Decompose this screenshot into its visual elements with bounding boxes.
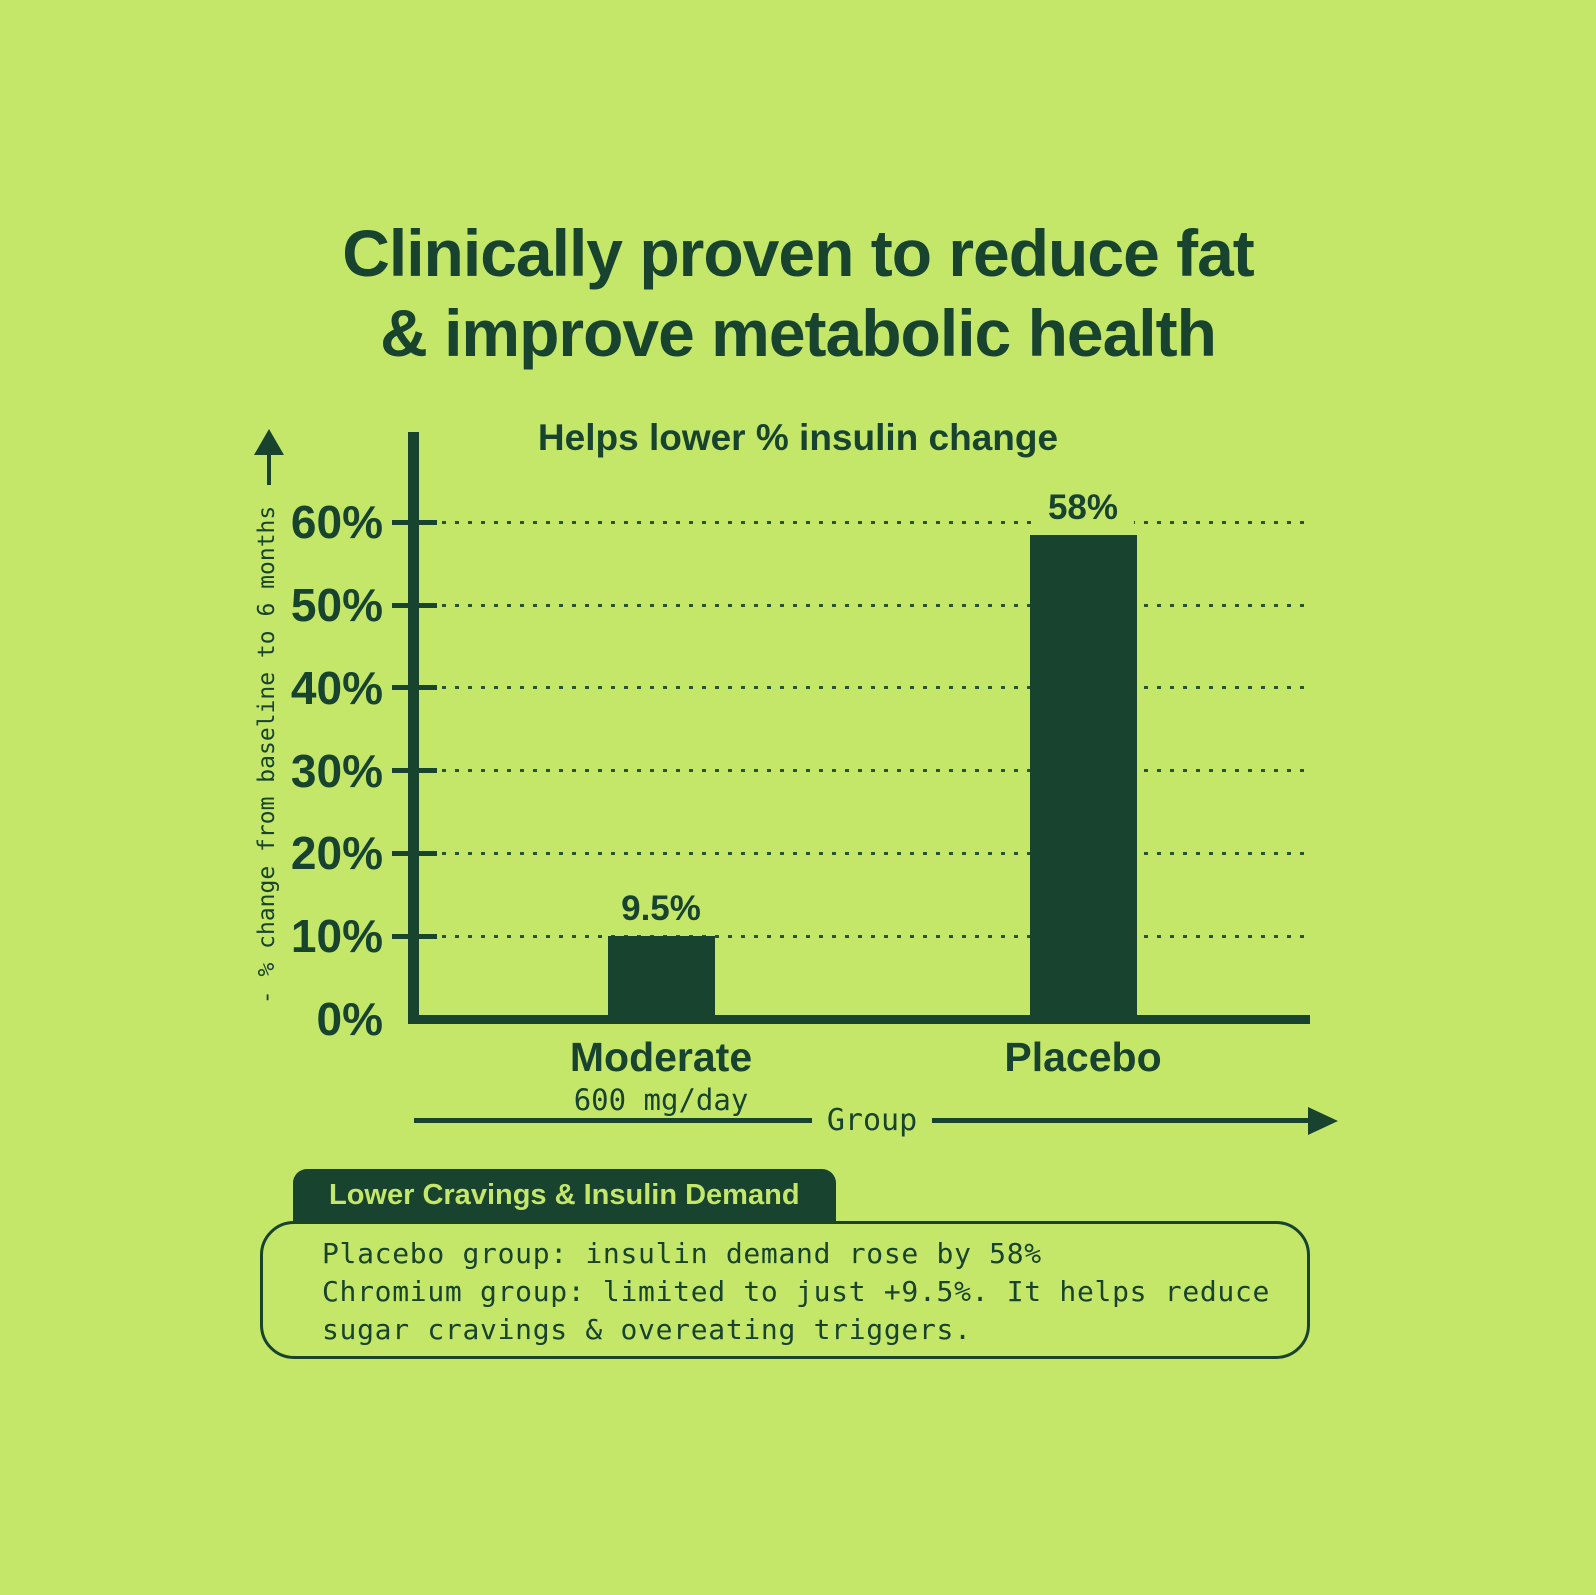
callout-badge: Lower Cravings & Insulin Demand	[293, 1169, 836, 1222]
x-tick-label: Placebo	[1004, 1034, 1162, 1080]
y-tick-label: 0%	[316, 993, 383, 1045]
bar-value-label: 9.5%	[605, 888, 717, 931]
y-tick-mark	[392, 850, 437, 856]
page-title-line-1: Clinically proven to reduce fat	[342, 216, 1255, 290]
y-tick-label: 20%	[290, 827, 383, 880]
callout-line-3: sugar cravings & overeating triggers.	[322, 1313, 972, 1346]
group-axis-line-right	[932, 1118, 1310, 1123]
bar-placebo	[1029, 534, 1137, 1015]
x-axis-right-arrow-icon	[1308, 1107, 1338, 1135]
y-axis-line	[408, 432, 419, 1024]
y-gridline	[442, 851, 1307, 855]
page-title-line-2: & improve metabolic health	[380, 296, 1217, 370]
page-title: Clinically proven to reduce fat & improv…	[0, 213, 1596, 373]
x-axis-baseline	[408, 1015, 1310, 1024]
y-tick-mark	[392, 602, 437, 608]
callout-box: Placebo group: insulin demand rose by 58…	[260, 1221, 1310, 1359]
y-tick-mark	[392, 768, 437, 774]
y-tick-label: 50%	[290, 579, 383, 631]
chart-title: Helps lower % insulin change	[537, 417, 1059, 458]
y-gridline	[442, 603, 1307, 607]
y-tick-mark	[392, 685, 437, 691]
y-tick-label: 40%	[290, 661, 383, 714]
y-gridline	[442, 686, 1307, 690]
y-gridline	[442, 769, 1307, 773]
y-tick-mark	[392, 933, 437, 939]
callout-line-1: Placebo group: insulin demand rose by 58…	[322, 1237, 1042, 1270]
bar-moderate	[607, 936, 715, 1015]
y-gridline	[442, 520, 1307, 524]
y-tick-label: 30%	[290, 744, 383, 797]
x-tick-sublabel: 600 mg/day	[573, 1083, 749, 1117]
bar-value-label: 58%	[1031, 486, 1135, 529]
group-axis-line-left	[414, 1118, 812, 1123]
x-tick-label: Moderate	[569, 1034, 753, 1080]
callout-line-2: Chromium group: limited to just +9.5%. I…	[322, 1275, 1271, 1308]
y-tick-label: 10%	[290, 910, 383, 963]
y-gridline	[442, 934, 1307, 938]
y-tick-label: 60%	[290, 496, 383, 549]
y-tick-mark	[392, 519, 437, 525]
y-axis-up-arrow-icon	[254, 429, 284, 485]
x-axis-label: Group	[826, 1103, 918, 1138]
